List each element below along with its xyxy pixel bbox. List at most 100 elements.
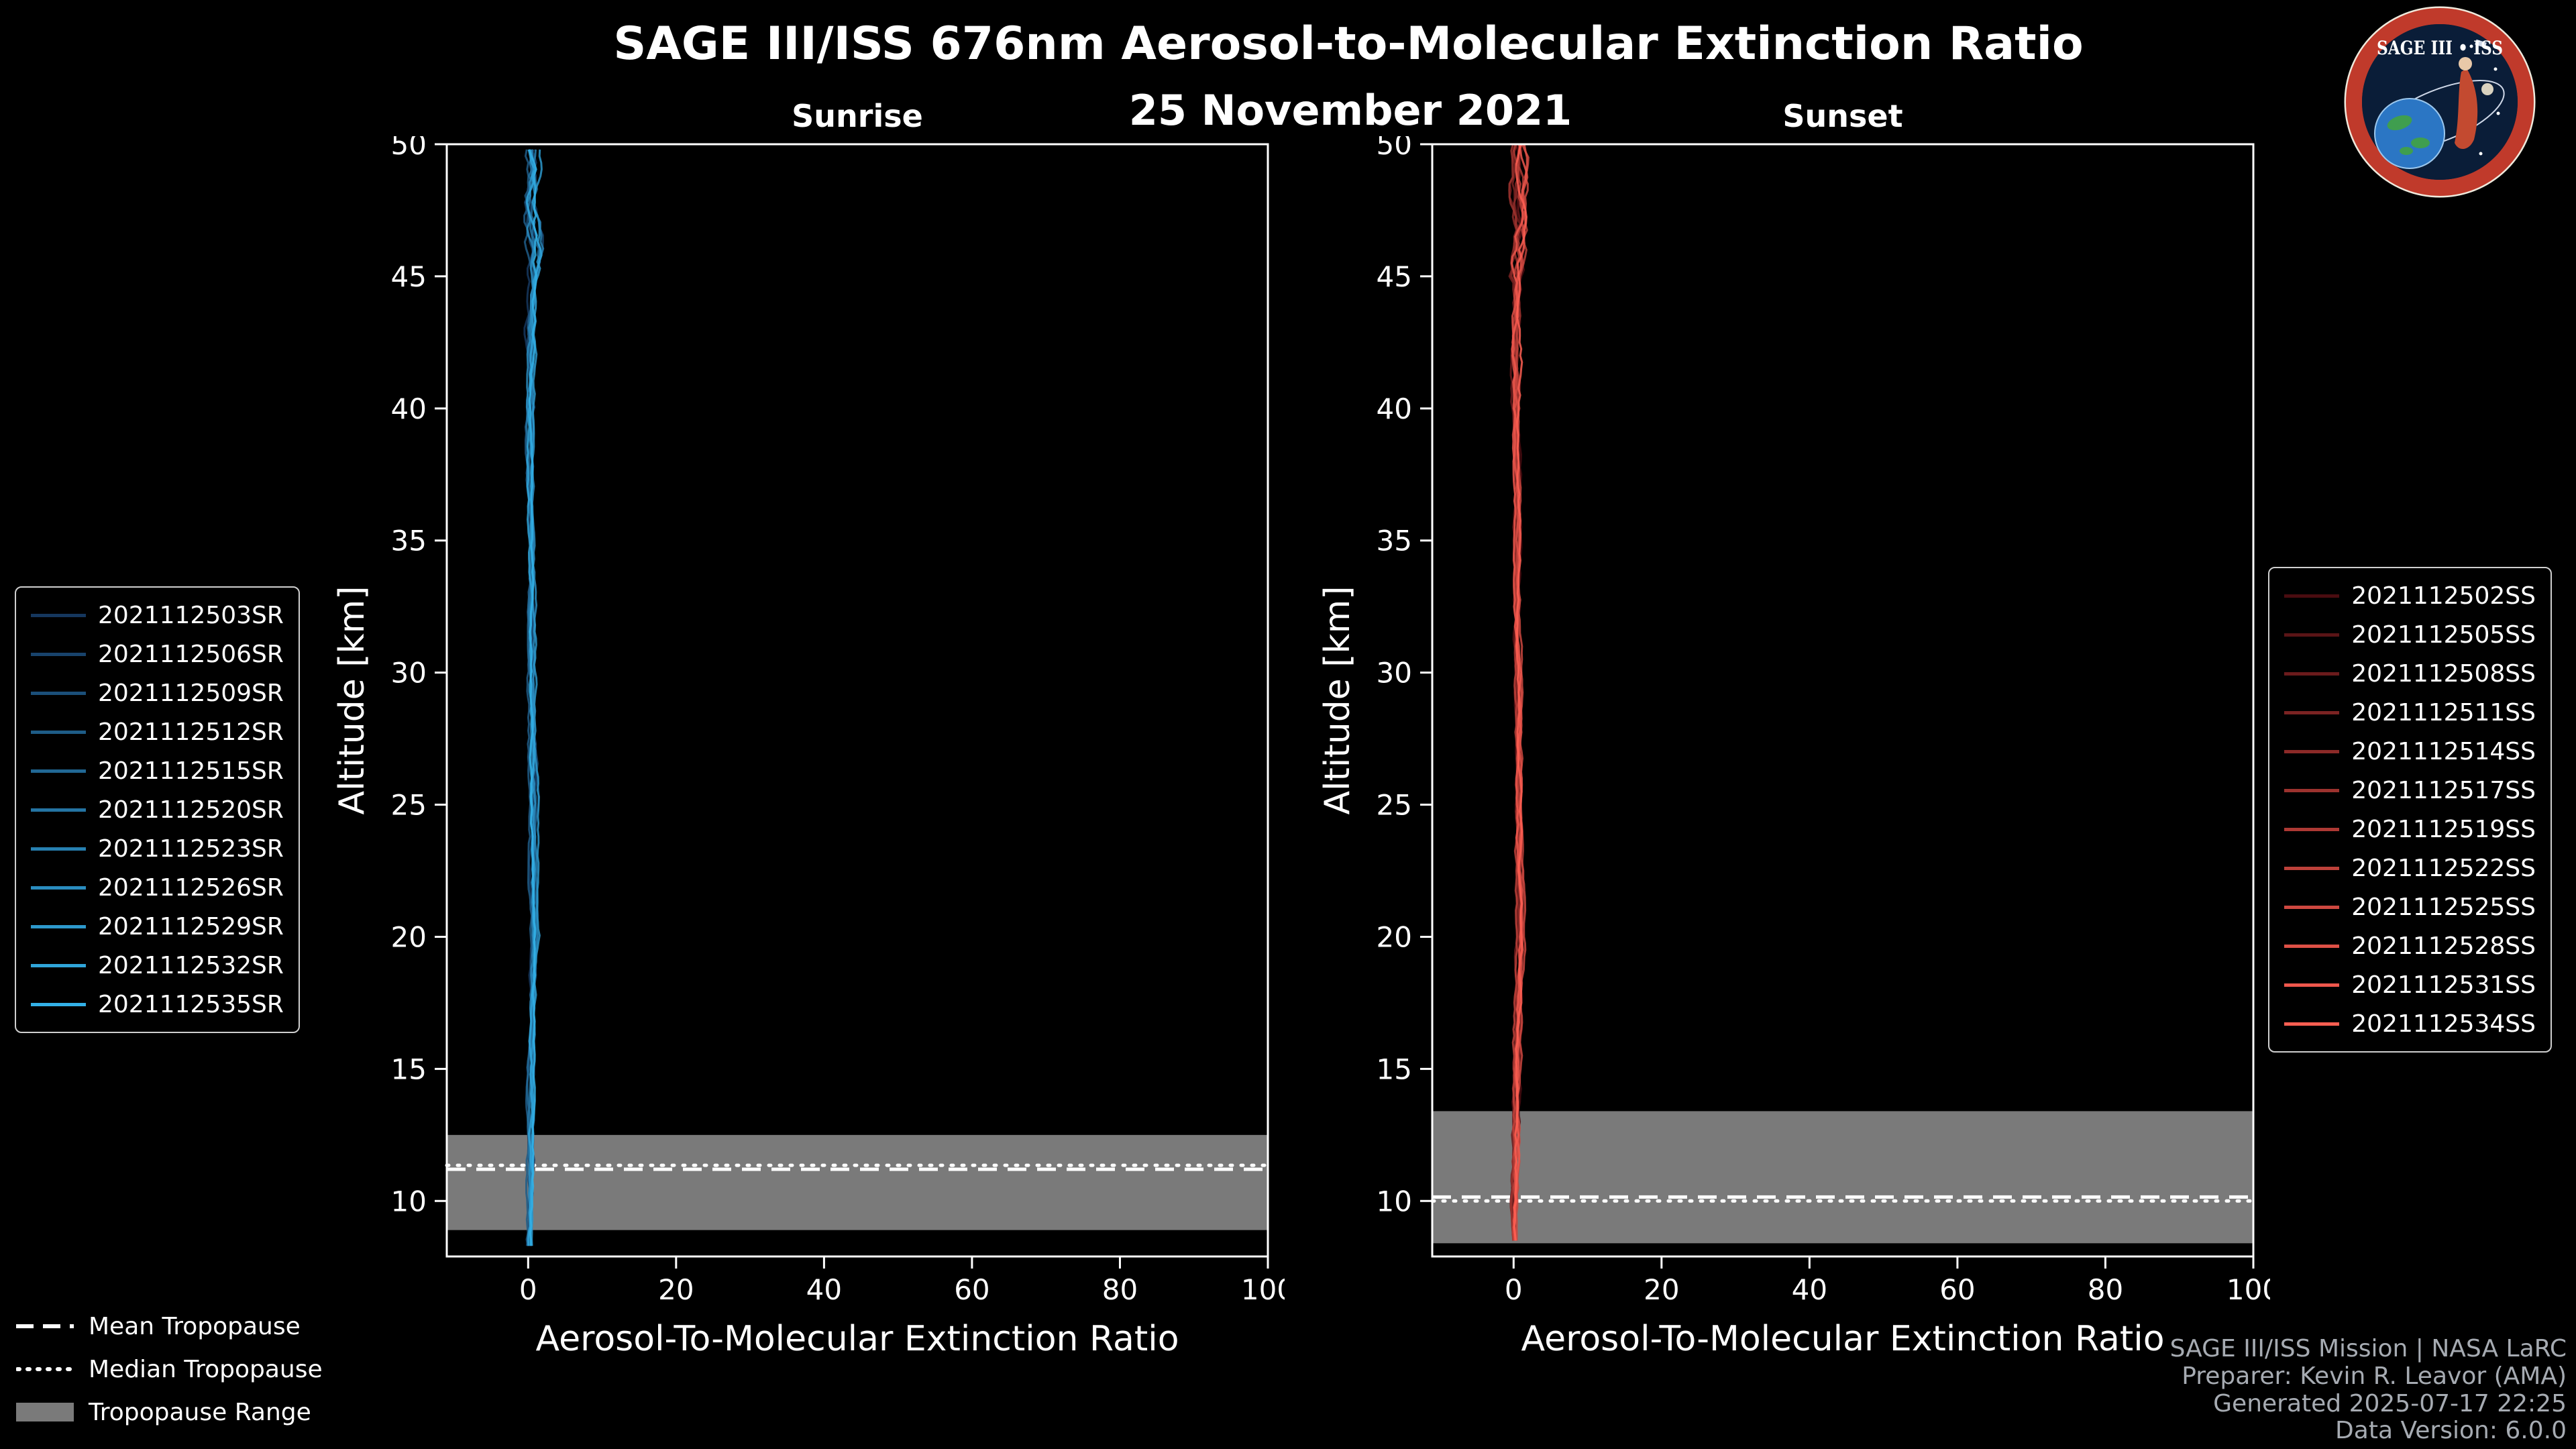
legend-item-label: 2021112509SR [98, 679, 284, 707]
legend-line-swatch [2284, 633, 2340, 637]
dashed-line-swatch [16, 1324, 74, 1328]
legend-line-swatch [2284, 749, 2340, 753]
credit-line-generated: Generated 2025-07-17 22:25 [2213, 1389, 2567, 1417]
y-tick-label: 10 [391, 1185, 427, 1218]
legend-item-label: 2021112531SS [2351, 971, 2536, 999]
logo-title: SAGE III • ISS [2377, 37, 2503, 59]
x-tick-label: 0 [519, 1273, 537, 1306]
legend-line-swatch [31, 730, 86, 734]
legend-item-label: 2021112526SR [98, 873, 284, 902]
star-icon [2469, 44, 2473, 48]
legend-item: 2021112506SR [31, 635, 284, 674]
legend-item: 2021112505SS [2284, 615, 2536, 654]
logo-red-ring [2346, 8, 2534, 196]
legend-item-label: 2021112506SR [98, 640, 284, 668]
plot-border [445, 143, 1269, 1258]
tropopause-range-label: Tropopause Range [89, 1398, 311, 1426]
y-tick-label: 45 [1377, 260, 1412, 293]
x-tick-label: 80 [1102, 1273, 1138, 1306]
legend-item: 2021112525SS [2284, 888, 2536, 926]
x-tick-label: 80 [2088, 1273, 2123, 1306]
x-tick-label: 60 [954, 1273, 989, 1306]
legend-item-label: 2021112511SS [2351, 698, 2536, 727]
x-tick-label: 0 [1505, 1273, 1523, 1306]
y-tick-label: 40 [1377, 392, 1412, 425]
y-tick-label: 20 [1377, 920, 1412, 953]
legend-item: 2021112535SR [31, 985, 284, 1024]
y-tick-label: 25 [1377, 789, 1412, 822]
legend-item-label: 2021112502SS [2351, 582, 2536, 610]
x-tick-label: 100 [2226, 1273, 2270, 1306]
legend-item: 2021112509SR [31, 674, 284, 712]
sunset-legend: 2021112502SS 2021112505SS 2021112508SS 2021… [2268, 567, 2552, 1053]
plot-border [1431, 143, 2255, 1258]
legend-item: 2021112515SR [31, 751, 284, 790]
series-line [528, 149, 538, 1246]
legend-item-label: 2021112512SR [98, 718, 284, 746]
earth-continent [2400, 147, 2413, 155]
legend-line-swatch [2284, 983, 2340, 987]
star-icon [2496, 111, 2500, 115]
legend-item: 2021112529SR [31, 907, 284, 946]
legend-item: 2021112523SR [31, 829, 284, 868]
panel-title-sunrise: Sunrise [792, 98, 923, 134]
legend-line-swatch [31, 652, 86, 656]
legend-item-label: 2021112525SS [2351, 893, 2536, 921]
legend-item-label: 2021112517SS [2351, 776, 2536, 804]
legend-item: 2021112528SS [2284, 926, 2536, 965]
legend-line-swatch [31, 769, 86, 773]
legend-item-label: 2021112523SR [98, 835, 284, 863]
legend-line-swatch [31, 847, 86, 851]
legend-item-label: 2021112535SR [98, 990, 284, 1018]
legend-item-label: 2021112505SS [2351, 621, 2536, 649]
credits: SAGE III/ISS Mission | NASA LaRC Prepare… [2170, 1336, 2567, 1445]
legend-item: 2021112512SR [31, 712, 284, 751]
figure-icon [2455, 68, 2478, 150]
legend-item-label: 2021112529SR [98, 912, 284, 941]
legend-item: 2021112517SS [2284, 771, 2536, 810]
legend-item-label: 2021112532SR [98, 951, 284, 979]
series-line [523, 149, 535, 1246]
mission-logo: SAGE III • ISS [2344, 6, 2536, 198]
median-tropopause-legend-item: Median Tropopause [16, 1352, 323, 1386]
y-tick-label: 15 [391, 1053, 427, 1085]
legend-item: 2021112514SS [2284, 732, 2536, 771]
median-tropopause-label: Median Tropopause [89, 1355, 323, 1383]
legend-item-label: 2021112508SS [2351, 659, 2536, 688]
legend-item-label: 2021112503SR [98, 601, 284, 629]
credit-line-preparer: Preparer: Kevin R. Leavor (AMA) [2182, 1362, 2567, 1390]
legend-item-label: 2021112515SR [98, 757, 284, 785]
legend-line-swatch [31, 691, 86, 695]
gray-band-swatch [16, 1403, 74, 1421]
legend-line-swatch [31, 808, 86, 812]
iss-icon [2475, 39, 2487, 48]
figure-head [2459, 57, 2472, 70]
mean-tropopause-label: Mean Tropopause [89, 1312, 301, 1340]
legend-line-swatch [31, 963, 86, 967]
legend-line-swatch [2284, 905, 2340, 909]
legend-item-label: 2021112528SS [2351, 932, 2536, 960]
sunrise-legend: 2021112503SR 2021112506SR 2021112509SR 2021… [15, 586, 300, 1033]
credit-line-mission: SAGE III/ISS Mission | NASA LaRC [2169, 1335, 2567, 1363]
legend-item-label: 2021112534SS [2351, 1010, 2536, 1038]
legend-line-swatch [2284, 1022, 2340, 1026]
earth-continent [2387, 115, 2412, 131]
earth-continent [2411, 138, 2430, 148]
legend-line-swatch [2284, 866, 2340, 870]
legend-item-label: 2021112520SR [98, 796, 284, 824]
legend-line-swatch [31, 924, 86, 928]
legend-item: 2021112522SS [2284, 849, 2536, 888]
legend-item: 2021112520SR [31, 790, 284, 829]
page-title: SAGE III/ISS 676nm Aerosol-to-Molecular … [613, 17, 2084, 70]
legend-item: 2021112502SS [2284, 576, 2536, 615]
y-tick-label: 35 [391, 525, 427, 557]
x-tick-label: 60 [1939, 1273, 1975, 1306]
y-tick-label: 10 [1377, 1185, 1412, 1218]
x-axis-label: Aerosol-To-Molecular Extinction Ratio [535, 1319, 1179, 1357]
legend-item-label: 2021112522SS [2351, 854, 2536, 882]
legend-item: 2021112503SR [31, 596, 284, 635]
legend-line-swatch [31, 1002, 86, 1006]
y-tick-label: 20 [391, 920, 427, 953]
y-tick-label: 50 [1377, 136, 1412, 161]
